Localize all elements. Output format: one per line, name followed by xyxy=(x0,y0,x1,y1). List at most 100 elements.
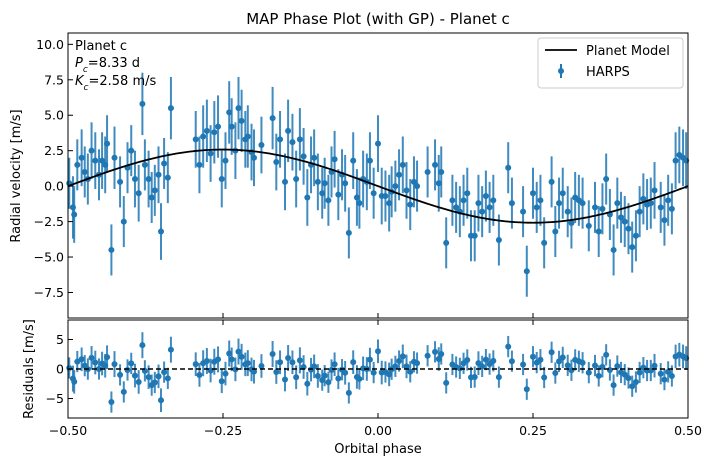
residual-marker xyxy=(523,386,530,393)
rv-marker xyxy=(251,154,257,161)
rv-data-points xyxy=(66,72,690,297)
rv-marker xyxy=(244,133,251,140)
residual-point xyxy=(92,350,99,375)
residual-marker xyxy=(603,351,610,358)
residual-point xyxy=(564,354,571,376)
rv-marker xyxy=(74,161,81,168)
rv-marker xyxy=(475,200,482,207)
residual-marker xyxy=(120,388,127,395)
rv-point xyxy=(277,110,284,168)
rv-marker xyxy=(235,105,242,112)
rv-marker xyxy=(285,127,292,134)
residual-point xyxy=(342,360,349,385)
rv-marker xyxy=(541,239,548,246)
rv-point xyxy=(120,196,127,248)
rv-point xyxy=(572,171,579,223)
residual-marker xyxy=(71,378,78,385)
rv-point xyxy=(629,221,636,273)
residual-marker xyxy=(443,379,450,386)
rv-marker xyxy=(410,178,417,185)
rv-marker xyxy=(293,176,300,183)
rv-point xyxy=(203,99,210,163)
rv-marker xyxy=(192,136,199,143)
rv-marker xyxy=(311,154,318,161)
x-axis-label: Orbital phase xyxy=(334,442,421,457)
rv-marker xyxy=(621,218,628,225)
planet-annotation: Planet c Pc=8.33 d Kc=2.58 m/s xyxy=(75,39,156,93)
residual-marker xyxy=(471,374,478,381)
rv-y-tick-label: 7.5 xyxy=(44,72,64,87)
residual-point xyxy=(282,367,288,392)
residual-point xyxy=(325,371,332,393)
rv-panel: −7.5 −5.0 −2.5 0.0 2.5 5.0 7.5 10.0 Radial velo… xyxy=(9,32,690,319)
residual-point xyxy=(135,370,142,394)
rv-marker xyxy=(331,156,338,163)
rv-marker xyxy=(414,183,421,190)
rv-point xyxy=(541,217,548,269)
residual-marker xyxy=(490,357,497,364)
rv-marker xyxy=(432,161,439,168)
residual-marker xyxy=(289,359,296,366)
rv-marker xyxy=(559,190,566,197)
rv-marker xyxy=(651,187,658,194)
rv-point xyxy=(314,153,321,211)
residual-marker xyxy=(632,378,639,385)
residual-point xyxy=(651,353,658,378)
residual-y-tick-label: 0 xyxy=(56,362,64,377)
rv-point xyxy=(99,132,106,189)
residual-point xyxy=(392,355,399,377)
residual-marker xyxy=(96,365,102,372)
residual-marker xyxy=(145,374,152,381)
residual-point xyxy=(603,344,610,366)
rv-marker xyxy=(392,183,399,190)
residual-marker xyxy=(665,368,672,375)
rv-point xyxy=(443,217,450,269)
rv-y-tick-label: −7.5 xyxy=(34,285,64,300)
rv-marker xyxy=(636,208,643,215)
residual-point xyxy=(350,350,357,374)
rv-marker xyxy=(632,232,639,239)
rv-point xyxy=(269,86,276,150)
rv-point xyxy=(559,167,566,219)
residual-point xyxy=(629,375,636,397)
rv-point xyxy=(238,89,245,153)
rv-point xyxy=(342,154,349,212)
rv-point xyxy=(273,133,280,191)
residual-marker xyxy=(585,369,592,376)
rv-x-ticks xyxy=(67,313,689,318)
rv-marker xyxy=(443,239,450,246)
rv-marker xyxy=(304,194,311,201)
rv-point xyxy=(350,132,357,189)
rv-point xyxy=(335,169,342,221)
residual-marker xyxy=(606,366,613,373)
rv-point xyxy=(665,174,672,226)
rv-point xyxy=(167,76,174,140)
rv-marker xyxy=(356,200,363,207)
rv-marker xyxy=(215,123,222,130)
residual-marker xyxy=(407,368,414,375)
rv-y-ticks: −7.5 −5.0 −2.5 0.0 2.5 5.0 7.5 10.0 xyxy=(34,37,73,300)
x-tick-label: −0.25 xyxy=(204,423,242,438)
rv-point xyxy=(564,186,571,238)
rv-point xyxy=(356,177,363,229)
rv-marker xyxy=(289,139,296,146)
rv-point xyxy=(71,186,78,243)
rv-point xyxy=(614,177,621,229)
rv-marker xyxy=(131,176,138,183)
rv-marker xyxy=(556,200,563,207)
residual-point xyxy=(443,372,450,394)
residual-point xyxy=(222,361,229,386)
residual-marker xyxy=(345,389,352,396)
rv-marker xyxy=(460,197,467,204)
residual-marker xyxy=(311,363,318,370)
residual-marker xyxy=(392,363,399,370)
residual-marker xyxy=(277,359,284,366)
residual-marker xyxy=(564,362,571,369)
rv-marker xyxy=(366,157,373,164)
residual-marker xyxy=(414,360,421,367)
rv-marker xyxy=(78,154,85,161)
rv-marker xyxy=(200,133,207,140)
rv-point xyxy=(81,146,88,198)
residual-marker xyxy=(92,359,99,366)
rv-point xyxy=(128,125,135,177)
